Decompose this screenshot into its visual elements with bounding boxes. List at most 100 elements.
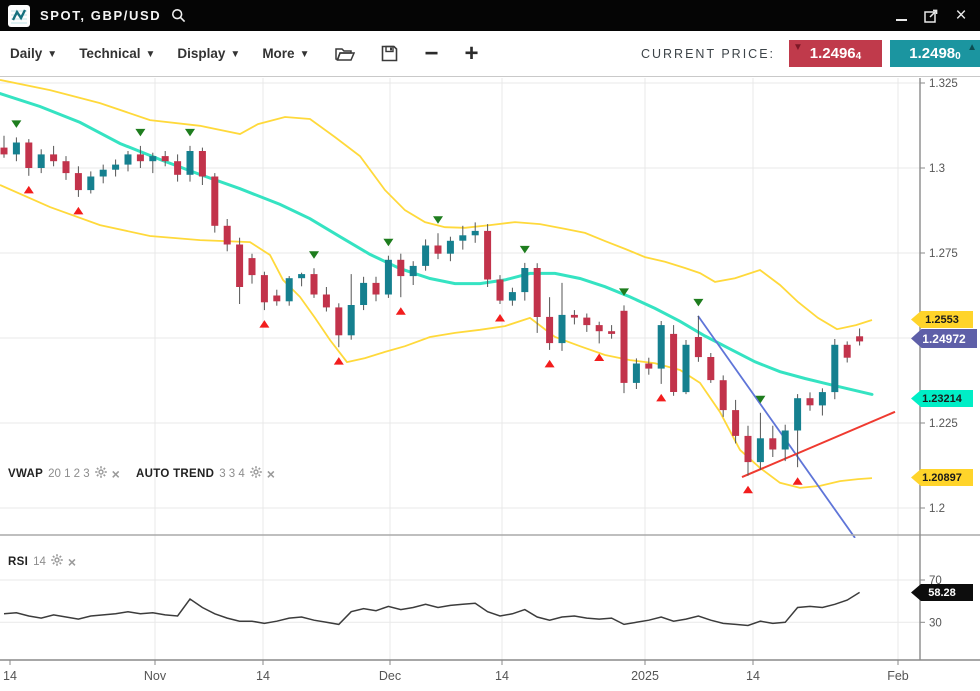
candle-body[interactable] xyxy=(496,279,504,301)
auto-trendline xyxy=(697,315,856,538)
auto-trendline xyxy=(741,410,896,479)
candle-body[interactable] xyxy=(843,344,851,358)
zoom-out-button[interactable]: − xyxy=(424,39,439,67)
chevron-down-icon: ▼ xyxy=(299,49,310,60)
rsi-settings-gear-icon[interactable] xyxy=(51,554,63,569)
candle-body[interactable] xyxy=(670,333,678,392)
candle-body[interactable] xyxy=(818,392,826,406)
open-folder-icon[interactable] xyxy=(335,46,356,62)
candle-body[interactable] xyxy=(434,245,442,254)
candle-body[interactable] xyxy=(124,154,132,165)
candle-body[interactable] xyxy=(87,176,95,191)
candle-body[interactable] xyxy=(397,259,405,277)
candle-body[interactable] xyxy=(422,245,430,266)
candle-body[interactable] xyxy=(558,314,566,344)
indicator-label-rsi: RSI 14 × xyxy=(8,553,77,570)
candle-body[interactable] xyxy=(298,274,306,279)
search-icon[interactable] xyxy=(171,8,186,23)
candle-body[interactable] xyxy=(806,398,814,406)
chevron-down-icon: ▼ xyxy=(230,49,241,60)
candle-body[interactable] xyxy=(62,161,70,174)
candle-body[interactable] xyxy=(260,275,268,303)
candle-body[interactable] xyxy=(794,398,802,431)
menu-display[interactable]: Display ▼ xyxy=(177,46,241,61)
candle-body[interactable] xyxy=(161,156,169,162)
candle-body[interactable] xyxy=(372,282,380,295)
menu-timeframe[interactable]: Daily ▼ xyxy=(10,46,58,61)
candle-body[interactable] xyxy=(583,317,591,326)
candle-body[interactable] xyxy=(384,259,392,295)
candle-body[interactable] xyxy=(149,156,157,162)
candle-body[interactable] xyxy=(74,173,82,191)
candle-body[interactable] xyxy=(744,435,752,463)
menu-more[interactable]: More ▼ xyxy=(262,46,310,61)
vwap-remove-icon[interactable]: × xyxy=(111,465,120,482)
popout-button[interactable] xyxy=(922,7,940,25)
candle-body[interactable] xyxy=(732,410,740,436)
candle-body[interactable] xyxy=(211,176,219,226)
sell-signal-arrow-icon xyxy=(11,120,22,128)
candle-body[interactable] xyxy=(112,164,120,170)
zoom-in-button[interactable]: + xyxy=(464,39,479,67)
candle-body[interactable] xyxy=(831,344,839,393)
candle-body[interactable] xyxy=(360,282,368,305)
candle-body[interactable] xyxy=(657,325,665,369)
candle-body[interactable] xyxy=(546,316,554,344)
candle-body[interactable] xyxy=(322,294,330,308)
date-tick-label: Nov xyxy=(144,669,167,683)
minimize-button[interactable] xyxy=(892,7,910,25)
candle-body[interactable] xyxy=(694,337,702,358)
candle-body[interactable] xyxy=(25,142,33,169)
candle-body[interactable] xyxy=(223,225,231,245)
candle-body[interactable] xyxy=(756,438,764,463)
candle-body[interactable] xyxy=(533,268,541,317)
app-logo-icon xyxy=(8,4,30,27)
candle-body[interactable] xyxy=(769,438,777,450)
title-bar: SPOT, GBP/USD × xyxy=(0,0,980,31)
candle-body[interactable] xyxy=(459,235,467,241)
save-icon[interactable] xyxy=(381,45,398,62)
indicator-label-vwap: VWAP 20 1 2 3 × xyxy=(8,465,120,482)
candle-body[interactable] xyxy=(335,307,343,336)
candle-body[interactable] xyxy=(682,344,690,393)
candle-body[interactable] xyxy=(446,240,454,254)
auto-trend-remove-icon[interactable]: × xyxy=(266,465,275,482)
candle-body[interactable] xyxy=(347,305,355,336)
candle-body[interactable] xyxy=(409,265,417,277)
candle-body[interactable] xyxy=(0,147,8,155)
candle-body[interactable] xyxy=(856,336,864,342)
candle-body[interactable] xyxy=(608,331,616,334)
candle-body[interactable] xyxy=(273,295,281,302)
rsi-remove-icon[interactable]: × xyxy=(67,553,77,570)
candle-body[interactable] xyxy=(521,268,529,293)
auto-trend-settings-gear-icon[interactable] xyxy=(249,466,262,481)
candle-body[interactable] xyxy=(310,274,318,295)
candle-body[interactable] xyxy=(186,151,194,175)
candle-body[interactable] xyxy=(595,325,603,332)
candle-body[interactable] xyxy=(707,357,715,381)
candle-body[interactable] xyxy=(484,230,492,280)
candle-body[interactable] xyxy=(719,380,727,411)
candle-body[interactable] xyxy=(285,278,293,302)
candle-body[interactable] xyxy=(632,363,640,383)
candle-body[interactable] xyxy=(508,292,516,301)
candle-body[interactable] xyxy=(471,230,479,236)
menu-technical[interactable]: Technical ▼ xyxy=(79,46,156,61)
candle-body[interactable] xyxy=(37,154,45,168)
candle-body[interactable] xyxy=(174,161,182,175)
vwap-settings-gear-icon[interactable] xyxy=(94,466,107,481)
candle-body[interactable] xyxy=(781,430,789,450)
candle-body[interactable] xyxy=(136,154,144,162)
candle-body[interactable] xyxy=(99,169,107,177)
candle-body[interactable] xyxy=(248,258,256,276)
candle-body[interactable] xyxy=(570,314,578,318)
candle-body[interactable] xyxy=(198,151,206,177)
candle-body[interactable] xyxy=(50,154,58,162)
candle-body[interactable] xyxy=(12,142,20,155)
candle-body[interactable] xyxy=(645,363,653,369)
close-icon[interactable]: × xyxy=(955,4,967,26)
candle-body[interactable] xyxy=(236,244,244,288)
buy-signal-arrow-icon xyxy=(395,307,406,315)
candle-body[interactable] xyxy=(620,310,628,383)
